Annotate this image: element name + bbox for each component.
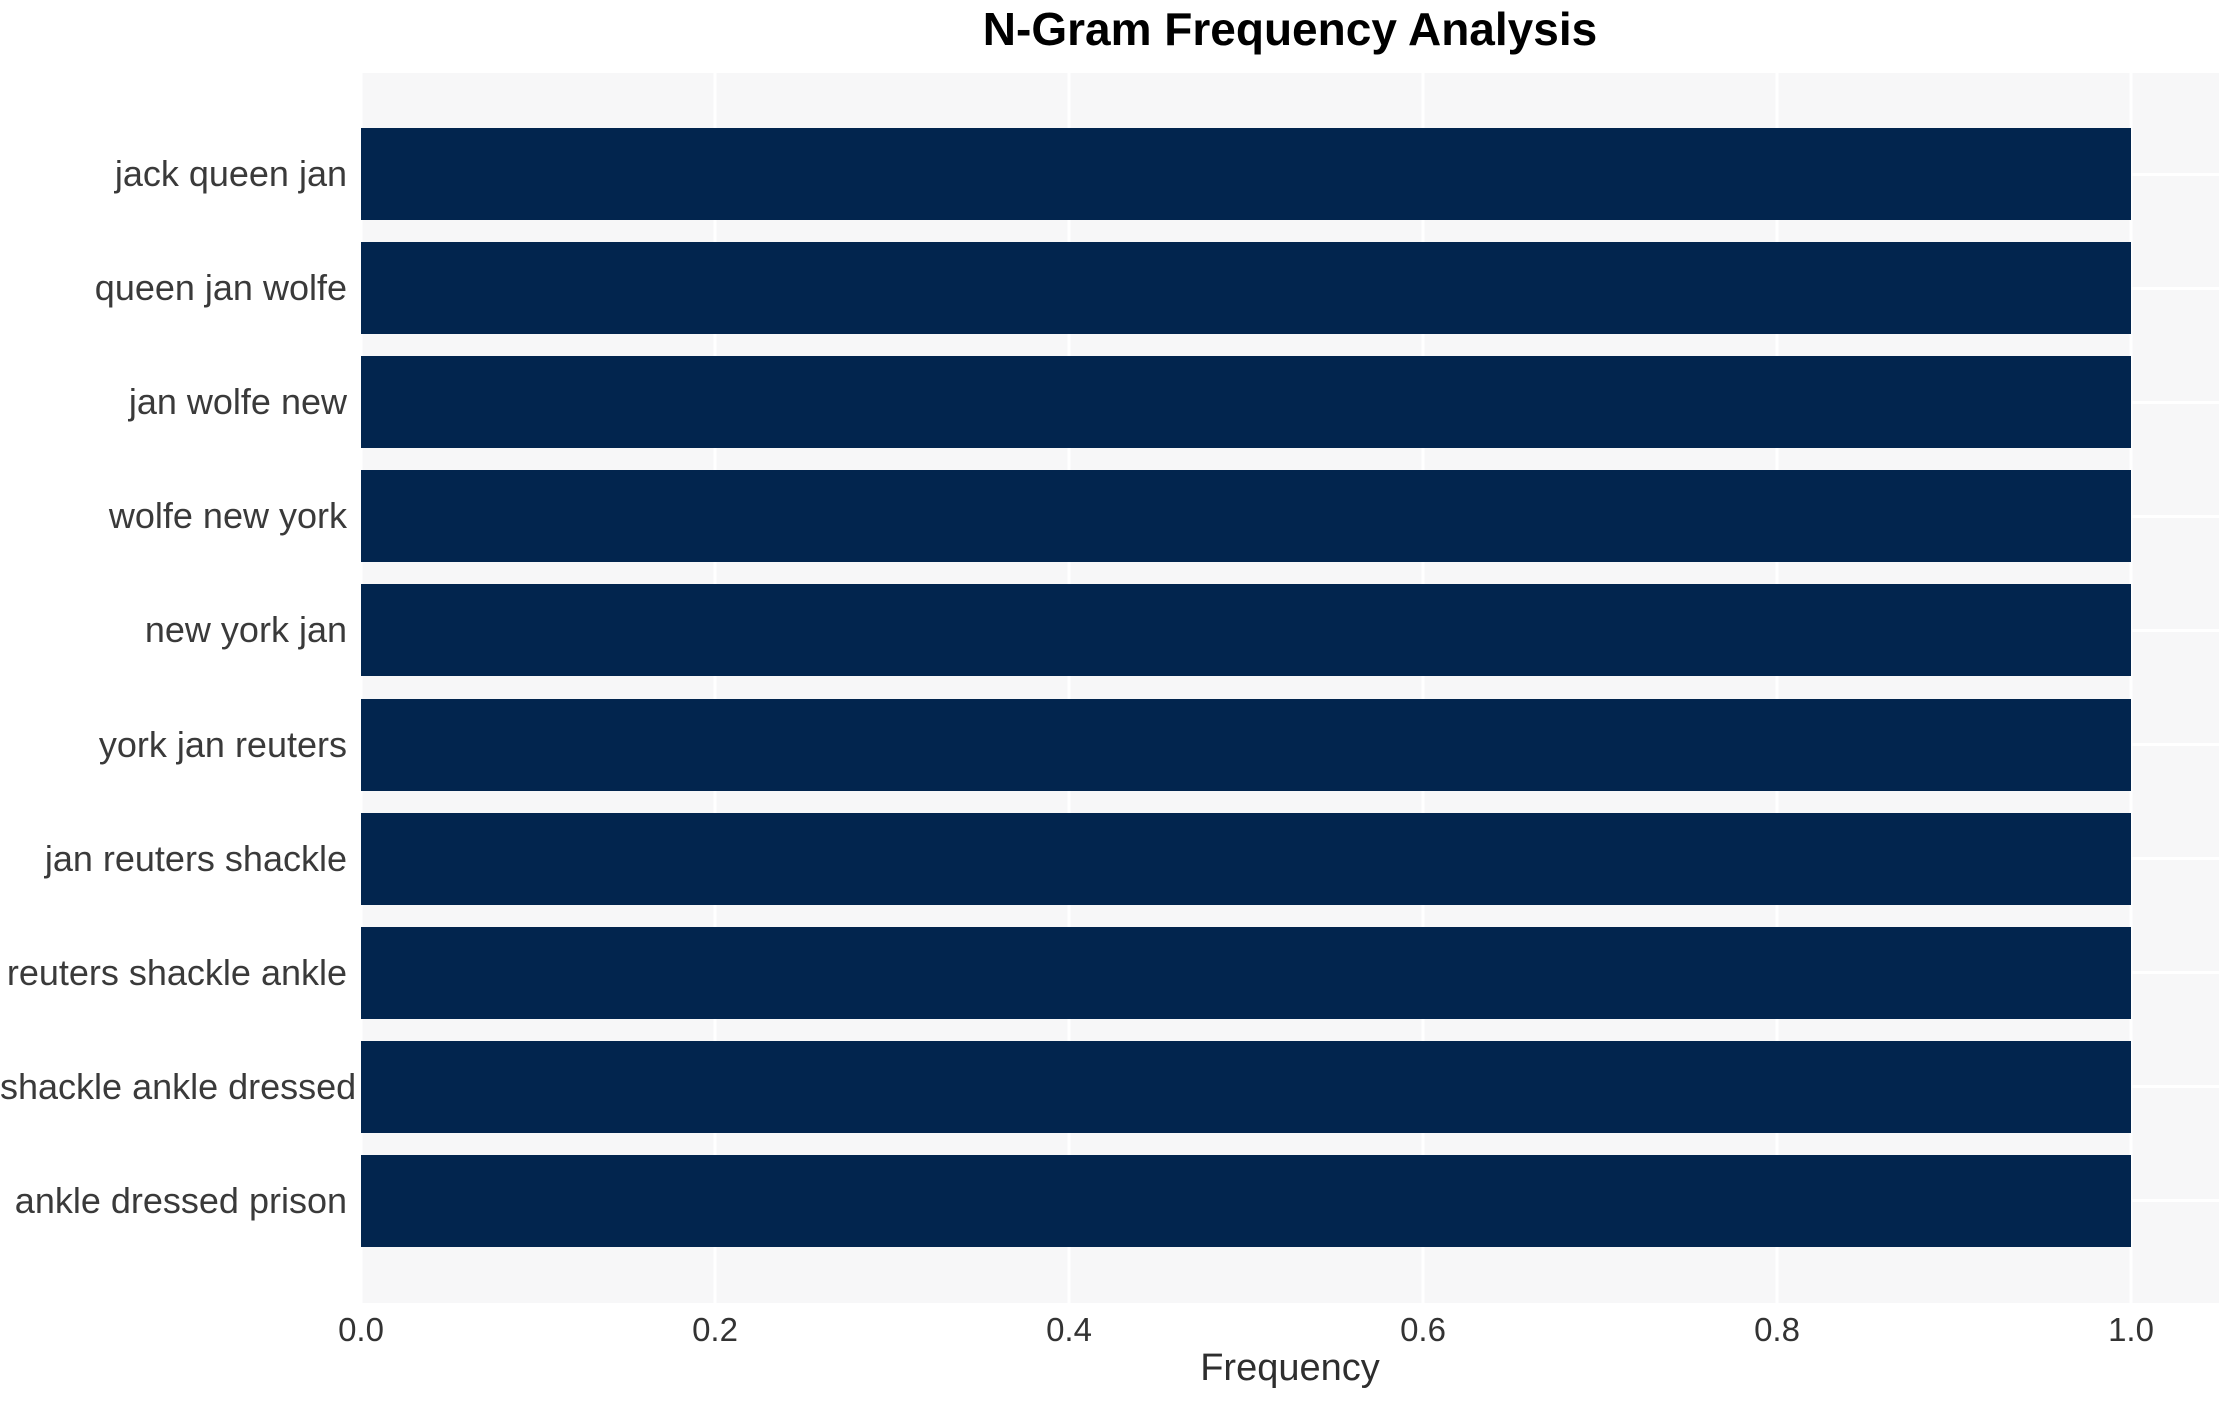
frequency-bar: [361, 1154, 2131, 1247]
category-label: ankle dressed prison: [14, 1179, 347, 1221]
frequency-bar: [361, 356, 2131, 449]
category-label: york jan reuters: [98, 723, 347, 765]
frequency-bar: [361, 926, 2131, 1019]
vertical-gridline: [1421, 73, 1425, 1303]
x-tick-label: 0.8: [1754, 1311, 1800, 1348]
vertical-gridline: [1067, 73, 1071, 1303]
frequency-bar: [361, 242, 2131, 335]
category-label: jack queen jan: [114, 153, 347, 194]
frequency-bar: [361, 698, 2131, 791]
x-tick-label: 1.0: [2108, 1311, 2154, 1348]
category-label: jan wolfe new: [128, 381, 347, 423]
vertical-gridline: [2129, 73, 2133, 1303]
category-label: queen jan wolfe: [94, 267, 347, 309]
frequency-bar: [361, 470, 2131, 563]
x-tick-label: 0.6: [1400, 1311, 1446, 1348]
x-tick-label: 0.2: [692, 1311, 738, 1348]
frequency-bar: [361, 584, 2131, 677]
vertical-gridline: [1775, 73, 1779, 1303]
x-tick-label: 0.4: [1046, 1311, 1092, 1348]
frequency-bar: [361, 128, 2131, 220]
x-axis-title: Frequency: [1200, 1347, 1380, 1389]
plot-area: [359, 73, 2219, 1303]
frequency-bar: [361, 1040, 2131, 1133]
frequency-bar: [361, 812, 2131, 905]
category-label: wolfe new york: [108, 495, 347, 537]
vertical-gridline: [713, 73, 717, 1303]
category-label: shackle ankle dressed: [0, 1065, 357, 1107]
category-label: reuters shackle ankle: [6, 951, 347, 993]
category-label: jan reuters shackle: [44, 837, 347, 879]
vertical-gridline: [359, 73, 363, 1303]
category-label: new york jan: [144, 609, 347, 651]
x-tick-label: 0.0: [338, 1311, 384, 1348]
chart-title: N-Gram Frequency Analysis: [982, 3, 1598, 55]
bar-layer: [361, 73, 2219, 1303]
